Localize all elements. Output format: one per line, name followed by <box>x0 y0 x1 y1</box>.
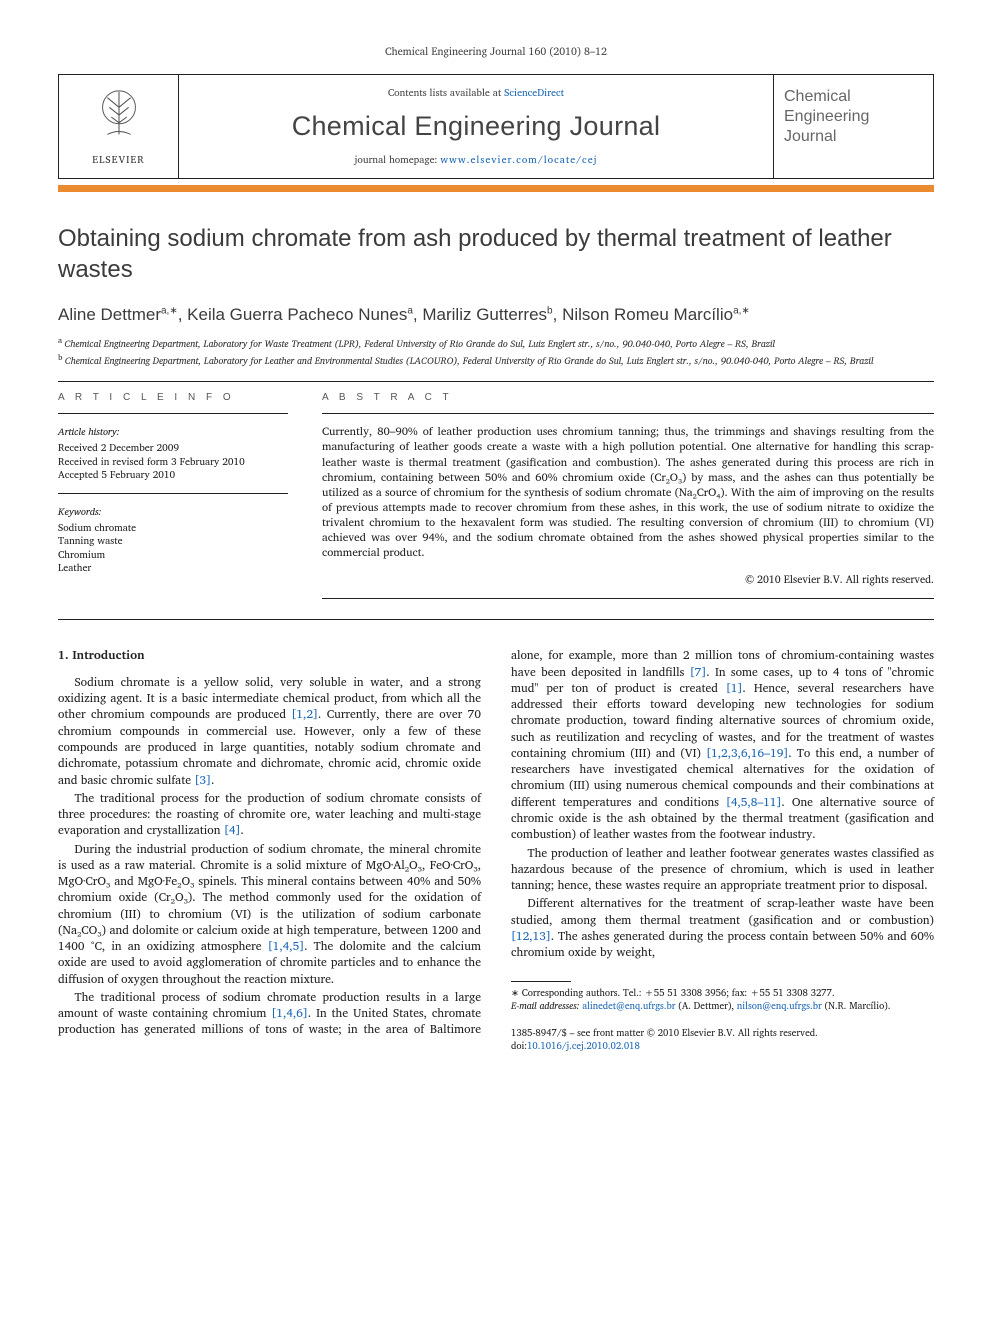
author: Nilson Romeu Marcílioa,∗ <box>562 305 750 324</box>
masthead-cover-cell: Chemical Engineering Journal <box>773 75 933 178</box>
author: Aline Dettmera,∗ <box>58 305 178 324</box>
info-rule-2 <box>58 493 288 494</box>
journal-cover-text: Chemical Engineering Journal <box>784 87 923 147</box>
body-text: The traditional process for the producti… <box>58 789 481 841</box>
citation-link[interactable]: [4] <box>224 821 241 840</box>
running-header: Chemical Engineering Journal 160 (2010) … <box>58 42 934 60</box>
author: Keila Guerra Pacheco Nunesa <box>187 305 413 324</box>
elsevier-logo: ELSEVIER <box>90 86 148 168</box>
email-link[interactable]: alinedet@enq.ufrgs.br <box>582 999 675 1014</box>
doi-label: doi: <box>511 1039 527 1054</box>
email-paren: (N.R. Marcílio). <box>822 999 891 1014</box>
body-text: . <box>211 771 214 790</box>
doi-link[interactable]: 10.1016/j.cej.2010.02.018 <box>527 1039 640 1054</box>
paragraph: The traditional process for the producti… <box>58 791 481 840</box>
author-affil-marker: a,∗ <box>733 306 750 317</box>
paragraph: Different alternatives for the treatment… <box>511 896 934 961</box>
article-info-block: A R T I C L E I N F O Article history: R… <box>58 392 288 609</box>
journal-masthead: ELSEVIER Contents lists available at Sci… <box>58 74 934 179</box>
body-text: . <box>240 821 243 840</box>
keyword: Chromium <box>58 549 288 563</box>
abstract-block: A B S T R A C T Currently, 80–90% of lea… <box>322 392 934 609</box>
abstract-copyright: © 2010 Elsevier B.V. All rights reserved… <box>322 570 934 588</box>
homepage-label: journal homepage: <box>354 152 440 168</box>
email-line: E-mail addresses: alinedet@enq.ufrgs.br … <box>511 1001 934 1014</box>
rule-below-info <box>58 619 934 620</box>
email-link[interactable]: nilson@enq.ufrgs.br <box>737 999 822 1014</box>
body-text: . The ashes generated during the process… <box>511 927 934 962</box>
journal-homepage-line: journal homepage: www.elsevier.com/locat… <box>354 152 597 168</box>
paragraph: During the industrial production of sodi… <box>58 842 481 988</box>
abs-rule-2 <box>322 598 934 599</box>
section-heading: 1. Introduction <box>58 648 481 665</box>
affiliation: a Chemical Engineering Department, Labor… <box>58 335 934 352</box>
contents-prefix: Contents lists available at <box>388 85 504 101</box>
rule-above-info <box>58 381 934 382</box>
affil-marker: a <box>58 333 64 347</box>
author-affil-marker: a <box>407 306 413 317</box>
publisher-name: ELSEVIER <box>92 152 144 168</box>
email-paren: (A. Dettmer), <box>675 999 736 1014</box>
paragraph: Sodium chromate is a yellow solid, very … <box>58 675 481 789</box>
citation-link[interactable]: [3] <box>194 771 211 790</box>
article-body: 1. Introduction Sodium chromate is a yel… <box>58 648 934 1053</box>
homepage-link[interactable]: www.elsevier.com/locate/cej <box>440 152 597 168</box>
masthead-publisher-cell: ELSEVIER <box>59 75 179 178</box>
author: Mariliz Gutterresb <box>422 305 552 324</box>
body-text: The production of leather and leather fo… <box>511 844 934 896</box>
masthead-center: Contents lists available at ScienceDirec… <box>179 75 773 178</box>
keywords-label: Keywords: <box>58 504 288 520</box>
author-affil-marker: a,∗ <box>161 306 178 317</box>
history-accepted: Accepted 5 February 2010 <box>58 469 288 483</box>
elsevier-tree-icon <box>90 86 148 148</box>
abs-rule-1 <box>322 413 934 414</box>
info-rule-1 <box>58 413 288 414</box>
article-info-heading: A R T I C L E I N F O <box>58 392 288 403</box>
article-title: Obtaining sodium chromate from ash produ… <box>58 224 934 285</box>
email-label: E-mail addresses: <box>511 999 582 1014</box>
author-list: Aline Dettmera,∗, Keila Guerra Pacheco N… <box>58 305 934 325</box>
paragraph: The production of leather and leather fo… <box>511 846 934 895</box>
author-affil-marker: b <box>547 306 553 317</box>
keyword: Leather <box>58 562 288 576</box>
affil-marker: b <box>58 350 65 364</box>
journal-title: Chemical Engineering Journal <box>292 111 661 142</box>
affiliation: b Chemical Engineering Department, Labor… <box>58 352 934 369</box>
affiliations: a Chemical Engineering Department, Labor… <box>58 335 934 369</box>
body-text: Different alternatives for the treatment… <box>511 894 934 929</box>
sciencedirect-link[interactable]: ScienceDirect <box>504 85 564 101</box>
corresponding-footnote: ∗ Corresponding authors. Tel.: +55 51 33… <box>511 981 934 1014</box>
abstract-heading: A B S T R A C T <box>322 392 934 403</box>
doi-line: doi:10.1016/j.cej.2010.02.018 <box>511 1041 934 1054</box>
footnote-rule <box>511 981 571 982</box>
footer-meta: 1385-8947/$ – see front matter © 2010 El… <box>511 1028 934 1054</box>
accent-rule <box>58 185 934 192</box>
contents-line: Contents lists available at ScienceDirec… <box>388 85 564 101</box>
history-label: Article history: <box>58 424 288 440</box>
abstract-text: Currently, 80–90% of leather production … <box>322 424 934 560</box>
